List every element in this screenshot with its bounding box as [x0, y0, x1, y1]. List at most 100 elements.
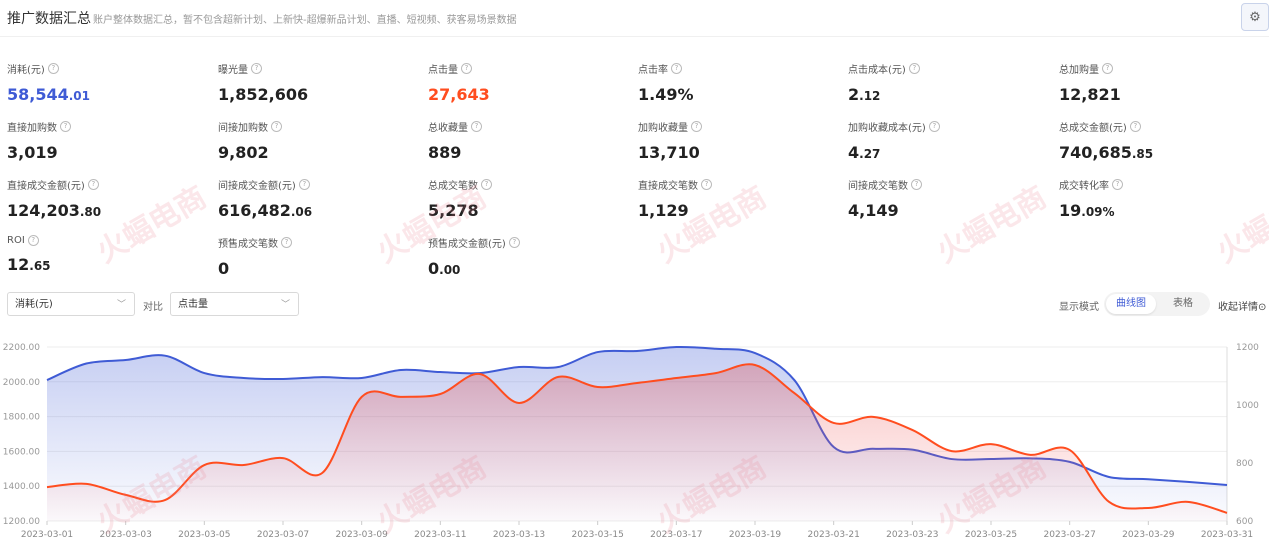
metric-card: 点击率? 1.49% — [638, 61, 838, 104]
metric-card: ROI? 12.65 — [7, 235, 207, 274]
metric-label: 消耗(元) — [7, 65, 45, 76]
metric-card: 总加购量? 12,821 — [1059, 61, 1259, 104]
metric-card: 总收藏量? 889 — [428, 119, 628, 162]
trend-chart: 1200.00 1400.00 1600.00 1800.00 2000.00 2200.… — [3, 343, 1259, 540]
chevron-down-icon: ﹀ — [116, 300, 126, 310]
help-icon[interactable]: ? — [911, 179, 922, 190]
metric-value-int: 1,852,606 — [218, 85, 309, 104]
x-tick-label: 2023-03-09 — [336, 530, 389, 540]
metric-value-int: 9,802 — [218, 143, 269, 162]
metric-value: 2.12 — [848, 85, 1048, 104]
x-tick-label: 2023-03-23 — [886, 530, 938, 540]
metric-card: 直接成交笔数? 1,129 — [638, 177, 838, 220]
x-tick-label: 2023-03-29 — [1122, 530, 1175, 540]
help-icon[interactable]: ? — [701, 179, 712, 190]
gear-icon: ⚙ — [1249, 9, 1261, 25]
chevron-up-circle-icon: ⊙ — [1258, 302, 1267, 313]
help-icon[interactable]: ? — [251, 63, 262, 74]
help-icon[interactable]: ? — [671, 63, 682, 74]
x-tick-label: 2023-03-21 — [808, 530, 860, 540]
help-icon[interactable]: ? — [481, 179, 492, 190]
help-icon[interactable]: ? — [1129, 121, 1141, 132]
y-left-tick-label: 1400.00 — [3, 482, 40, 492]
help-icon[interactable]: ? — [281, 237, 292, 248]
x-tick-label: 2023-03-25 — [965, 530, 1017, 540]
x-tick-label: 2023-03-19 — [729, 530, 782, 540]
display-mode-toggle: 曲线图 表格 — [1104, 292, 1210, 316]
metric-label: 点击成本(元) — [848, 65, 906, 76]
metric-value-dec: .27 — [859, 147, 881, 161]
y-left-tick-label: 1600.00 — [3, 447, 40, 457]
mode-chart-tab[interactable]: 曲线图 — [1106, 294, 1156, 314]
help-icon[interactable]: ? — [27, 235, 39, 246]
metric-value-int: 740,685 — [1059, 143, 1132, 162]
metric-value: 3,019 — [7, 143, 207, 162]
metric-value: 27,643 — [428, 85, 628, 104]
x-tick-label: 2023-03-07 — [257, 530, 309, 540]
metric-value-int: 5,278 — [428, 201, 479, 220]
metric-value-int: 27,643 — [428, 85, 490, 104]
x-tick-label: 2023-03-17 — [650, 530, 702, 540]
help-icon[interactable]: ? — [87, 179, 99, 190]
metric-value: 616,482.06 — [218, 201, 418, 220]
metric-value-int: 12,821 — [1059, 85, 1121, 104]
metric-card: 预售成交笔数? 0 — [218, 235, 418, 278]
metric-value-int: 4 — [848, 143, 860, 162]
help-icon[interactable]: ? — [461, 63, 472, 74]
metric-label: 预售成交金额(元) — [428, 239, 506, 250]
metric-card: 曝光量? 1,852,606 — [218, 61, 418, 104]
metric-value: 4.27 — [848, 143, 1048, 162]
metric-value-int: 1.49% — [638, 85, 694, 104]
metric-card: 直接成交金额(元)? 124,203.80 — [7, 177, 207, 220]
metric-value-int: 1,129 — [638, 201, 689, 220]
help-icon[interactable]: ? — [298, 179, 310, 190]
metric-label: 成交转化率 — [1059, 181, 1109, 192]
metric-label: 间接成交笔数 — [848, 181, 908, 192]
metric-card: 间接成交金额(元)? 616,482.06 — [218, 177, 418, 220]
y-right-tick-label: 600 — [1236, 517, 1253, 527]
page-header: 推广数据汇总 账户整体数据汇总，暂不包含超新计划、上新快-超爆新品计划、直播、短… — [0, 0, 1269, 37]
metric-value: 13,710 — [638, 143, 838, 162]
help-icon[interactable]: ? — [928, 121, 940, 132]
help-icon[interactable]: ? — [271, 121, 282, 132]
x-tick-label: 2023-03-11 — [414, 530, 466, 540]
metric-value: 58,544.01 — [7, 85, 207, 104]
help-icon[interactable]: ? — [908, 63, 920, 74]
metric-value: 740,685.85 — [1059, 143, 1259, 162]
metric-card: 间接成交笔数? 4,149 — [848, 177, 1048, 220]
metric-card: 总成交金额(元)? 740,685.85 — [1059, 119, 1259, 162]
help-icon[interactable]: ? — [47, 63, 59, 74]
metric-card: 点击量? 27,643 — [428, 61, 628, 104]
mode-table-tab[interactable]: 表格 — [1173, 298, 1193, 309]
metric-value-int: 4,149 — [848, 201, 899, 220]
compare-metric-select[interactable]: 点击量 ﹀ — [170, 292, 299, 316]
help-icon[interactable]: ? — [471, 121, 482, 132]
metric-label: 预售成交笔数 — [218, 239, 278, 250]
help-icon[interactable]: ? — [508, 237, 520, 248]
metric-label: 总收藏量 — [428, 123, 468, 134]
metric-value: 5,278 — [428, 201, 628, 220]
help-icon[interactable]: ? — [60, 121, 71, 132]
metric-card: 直接加购数? 3,019 — [7, 119, 207, 162]
series-line-clicks — [46, 363, 1228, 514]
metric-value-int: 889 — [428, 143, 462, 162]
x-tick-label: 2023-03-27 — [1044, 530, 1096, 540]
metric-value: 124,203.80 — [7, 201, 207, 220]
help-icon[interactable]: ? — [1102, 63, 1113, 74]
metric-label: 加购收藏成本(元) — [848, 123, 926, 134]
help-icon[interactable]: ? — [1112, 179, 1123, 190]
y-right-tick-label: 800 — [1236, 459, 1253, 469]
metric-value-dec: .06 — [290, 205, 313, 219]
metric-value-int: 19 — [1059, 201, 1082, 220]
metric-value: 9,802 — [218, 143, 418, 162]
settings-button[interactable]: ⚙ — [1241, 3, 1269, 31]
primary-metric-select[interactable]: 消耗(元) ﹀ — [7, 292, 135, 316]
metric-card: 总成交笔数? 5,278 — [428, 177, 628, 220]
metric-value: 4,149 — [848, 201, 1048, 220]
metric-value: 12.65 — [7, 255, 207, 274]
collapse-details-button[interactable]: 收起详情⊙ — [1218, 298, 1266, 313]
metric-value-int: 13,710 — [638, 143, 700, 162]
x-tick-label: 2023-03-05 — [178, 530, 230, 540]
metric-label: 间接成交金额(元) — [218, 181, 296, 192]
help-icon[interactable]: ? — [691, 121, 702, 132]
